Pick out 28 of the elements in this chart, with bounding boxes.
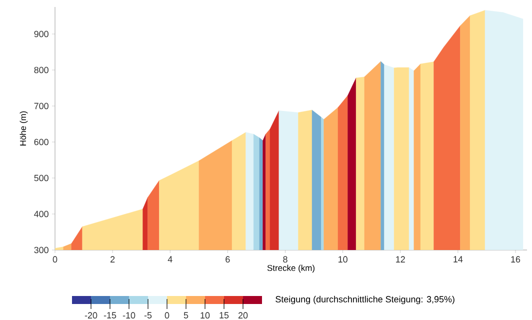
y-tick-label: 800 <box>34 66 48 74</box>
color-bar-title: Steigung (durchschnittliche Steigung: 3,95%) <box>276 296 454 304</box>
color-bar-label: -5 <box>144 312 152 318</box>
x-tick-label: 8 <box>283 256 288 263</box>
x-tick-label: 6 <box>226 256 230 263</box>
y-tick-label: 500 <box>34 174 48 182</box>
x-tick-label: 2 <box>110 256 115 262</box>
x-tick-label: 0 <box>52 256 58 263</box>
x-tick-label: 12 <box>396 256 405 262</box>
color-bar-label: 20 <box>238 312 248 319</box>
x-tick-label: 16 <box>511 256 520 263</box>
color-bar-label: 5 <box>184 312 188 318</box>
y-axis-title: Höhe (m) <box>20 111 28 146</box>
y-tick-label: 600 <box>34 138 48 146</box>
x-tick-label: 14 <box>454 256 463 262</box>
y-tick-label: 900 <box>34 30 48 38</box>
y-tick-label: 700 <box>34 102 48 110</box>
x-tick-label: 10 <box>338 256 348 263</box>
x-axis-title: Strecke (km) <box>267 264 314 273</box>
color-bar-label: -15 <box>104 312 116 318</box>
color-bar-label: 10 <box>200 312 210 319</box>
y-tick-label: 300 <box>34 246 48 254</box>
color-bar-label: 0 <box>164 312 170 319</box>
y-tick-label: 400 <box>34 210 48 218</box>
x-tick-label: 4 <box>168 256 172 262</box>
color-bar-label: -20 <box>84 312 98 319</box>
color-bar-label: 15 <box>220 312 229 318</box>
color-bar-label: -10 <box>122 312 136 319</box>
